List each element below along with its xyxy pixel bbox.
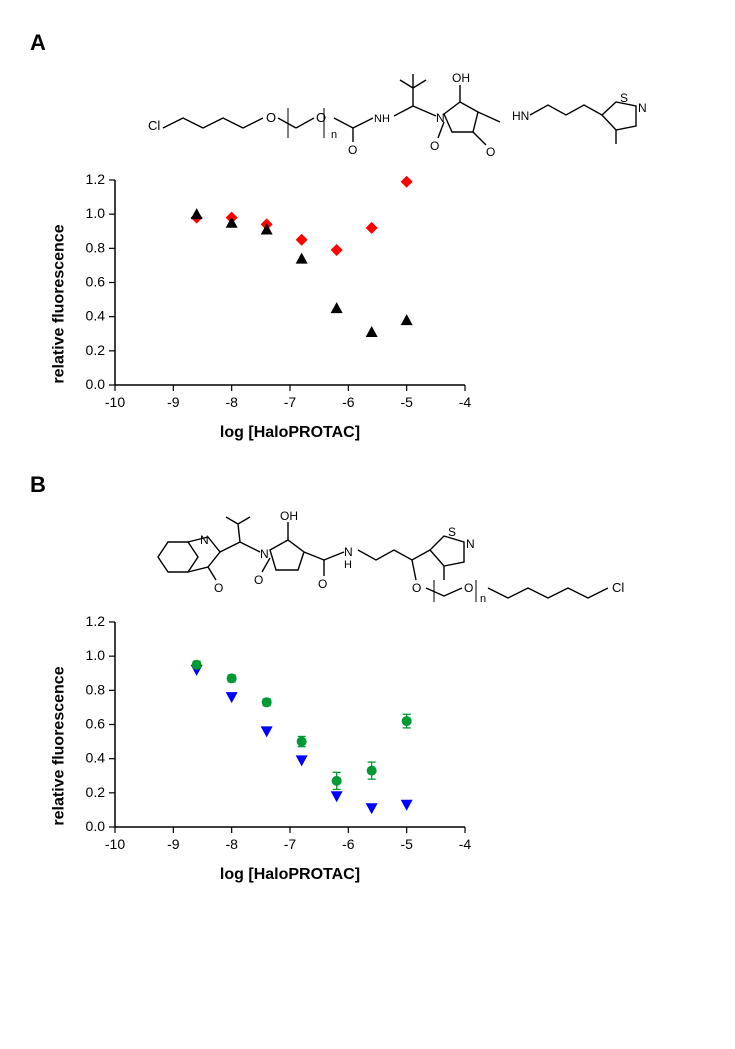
svg-text:Cl: Cl [612, 580, 624, 595]
panel-a: A Cl O O n O NH [20, 30, 715, 442]
svg-text:0.2: 0.2 [86, 342, 106, 358]
svg-text:1.0: 1.0 [86, 205, 106, 221]
panel-b-chart: 0.0 0.2 0.4 0.6 0.8 1.0 1.2 -10 -9 -8 -7 -6 -5 -4 [55, 612, 475, 862]
panel-a-chart: 0.0 0.2 0.4 0.6 0.8 1.0 1.2 -10 -9 -8 -7 -6 -5 -4 [55, 170, 475, 420]
svg-text:N: N [344, 545, 353, 559]
svg-text:1.2: 1.2 [86, 613, 106, 629]
svg-text:n: n [331, 129, 337, 141]
panel-b-structure-svg: N O N OH O O N H [138, 472, 658, 612]
svg-text:-9: -9 [167, 394, 180, 410]
svg-text:0.4: 0.4 [86, 308, 106, 324]
svg-text:O: O [464, 581, 473, 595]
panel-a-xlabel: log [HaloPROTAC] [80, 424, 500, 442]
panel-b-structure: N O N OH O O N H [80, 472, 715, 602]
svg-text:S: S [620, 91, 628, 105]
svg-text:O: O [254, 573, 263, 587]
svg-text:Cl: Cl [148, 118, 160, 133]
svg-text:OH: OH [280, 509, 298, 523]
svg-text:0.4: 0.4 [86, 750, 106, 766]
panel-b-xlabel: log [HaloPROTAC] [80, 866, 500, 884]
svg-text:O: O [214, 581, 223, 595]
panel-a-ylabel: relative fluorescence [51, 224, 69, 383]
svg-text:-5: -5 [400, 836, 413, 852]
panel-a-structure-svg: Cl O O n O NH N O [138, 30, 658, 160]
svg-text:0.6: 0.6 [86, 274, 106, 290]
svg-text:-8: -8 [225, 836, 238, 852]
svg-text:N: N [466, 537, 475, 551]
svg-text:NH: NH [374, 113, 390, 125]
svg-text:-6: -6 [342, 394, 355, 410]
svg-text:0.2: 0.2 [86, 784, 106, 800]
svg-text:-8: -8 [225, 394, 238, 410]
svg-text:-6: -6 [342, 836, 355, 852]
svg-text:N: N [638, 101, 647, 115]
panel-b-chart-wrap: relative fluorescence 0.00.20.40.60.81.0… [55, 612, 715, 862]
svg-text:0.0: 0.0 [86, 376, 106, 392]
svg-text:-7: -7 [284, 836, 297, 852]
svg-text:0.8: 0.8 [86, 681, 106, 697]
svg-text:OH: OH [452, 71, 470, 85]
svg-text:S: S [448, 525, 456, 539]
panel-a-label: A [30, 30, 46, 56]
svg-text:O: O [318, 577, 327, 591]
svg-text:0.8: 0.8 [86, 239, 106, 255]
svg-text:O: O [348, 143, 357, 157]
svg-text:-5: -5 [400, 394, 413, 410]
svg-text:N: N [260, 547, 269, 561]
panel-b: B N O N OH O [20, 472, 715, 884]
svg-text:H: H [344, 559, 352, 571]
svg-text:HN: HN [512, 109, 529, 123]
svg-text:-9: -9 [167, 836, 180, 852]
panel-a-chart-wrap: relative fluorescence 0.00.20.40.60.81.0… [55, 170, 715, 420]
svg-text:-10: -10 [105, 836, 125, 852]
svg-text:N: N [200, 533, 209, 547]
svg-text:O: O [486, 145, 495, 159]
svg-text:-4: -4 [459, 394, 472, 410]
svg-text:0.0: 0.0 [86, 818, 106, 834]
svg-text:O: O [430, 139, 439, 153]
svg-text:O: O [316, 110, 326, 125]
svg-text:1.2: 1.2 [86, 171, 106, 187]
svg-text:0.6: 0.6 [86, 716, 106, 732]
svg-text:O: O [412, 581, 421, 595]
panel-b-label: B [30, 472, 46, 498]
panel-a-structure: Cl O O n O NH N O [80, 30, 715, 160]
svg-text:n: n [480, 593, 486, 605]
svg-text:-10: -10 [105, 394, 125, 410]
panel-b-ylabel: relative fluorescence [51, 666, 69, 825]
svg-text:-4: -4 [459, 836, 472, 852]
svg-text:-7: -7 [284, 394, 297, 410]
svg-text:1.0: 1.0 [86, 647, 106, 663]
svg-text:O: O [266, 110, 276, 125]
